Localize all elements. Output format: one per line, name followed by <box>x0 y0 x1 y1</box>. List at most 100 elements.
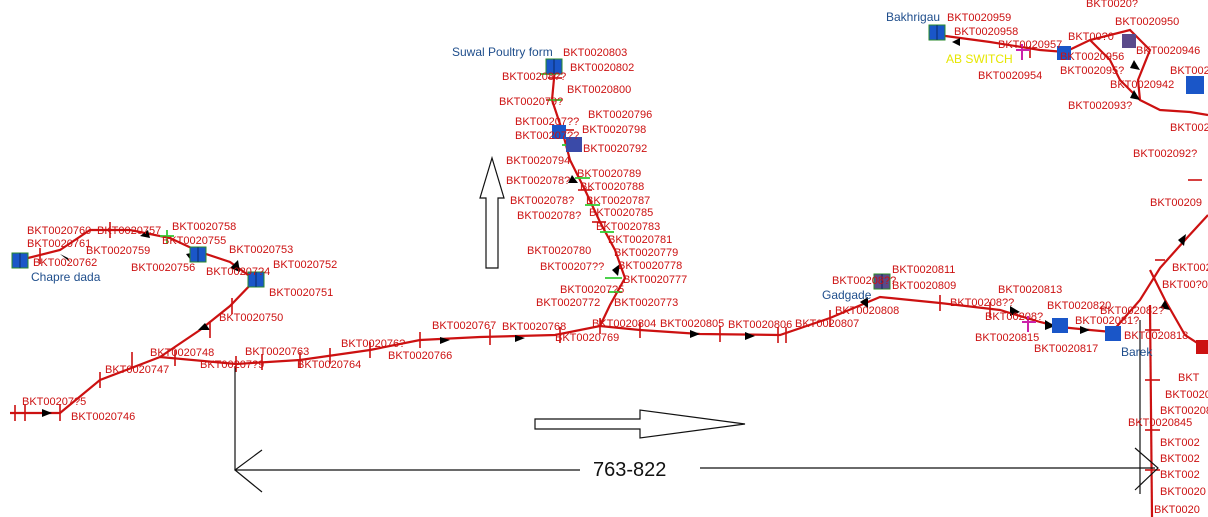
pole-label: BKT0020760 <box>27 225 91 237</box>
dimension-arrowhead-left <box>234 449 263 493</box>
pole-label: BKT0020794 <box>506 155 570 167</box>
pole-label: BKT0020798 <box>582 124 646 136</box>
pole-label: BKT00208?? <box>950 297 1014 309</box>
pole-label: BKT0020958 <box>954 26 1018 38</box>
flow-arrow <box>1178 234 1186 246</box>
pole-label: BKT00208?? <box>502 71 566 83</box>
up-arrow-outline <box>479 155 505 269</box>
right-arrow-outline <box>534 409 746 439</box>
pole-label: BKT0020 <box>1154 504 1200 516</box>
pole-label: BKT00?0 <box>1068 31 1114 43</box>
pole-label: BKT0020751 <box>269 287 333 299</box>
pole-label: BKT00207?4 <box>206 266 270 278</box>
right-edge-line-3 <box>1148 304 1154 517</box>
transformer-icon <box>11 252 29 269</box>
pole-label: BKT0020758 <box>172 221 236 233</box>
pole-label: BKT00208?? <box>832 275 896 287</box>
pole-label: BKT0020946 <box>1136 45 1200 57</box>
transformer-icon <box>1122 34 1136 48</box>
pole-label: BKT0020811 <box>892 264 955 276</box>
transformers <box>11 24 1208 354</box>
pole-label: BKT002 <box>1160 453 1200 465</box>
flow-arrow <box>230 260 240 272</box>
pole-label: BKT0020755 <box>162 235 226 247</box>
pole-label: BKT0020804 <box>592 318 656 330</box>
flow-arrow <box>42 409 52 417</box>
pole-label: BKT0020803 <box>563 47 627 59</box>
transformer-icon <box>552 125 582 152</box>
flow-arrow <box>515 335 525 342</box>
pole-label: BKT002095? <box>1060 65 1124 77</box>
pole-label: BKT0020? <box>1170 122 1208 134</box>
pole-label: BKT0020764 <box>297 359 361 371</box>
pole-label: BKT0020747 <box>105 364 169 376</box>
transformer-icon <box>247 271 265 288</box>
pole-label: BKT002 <box>1172 262 1208 274</box>
place-bakhrigau: Bakhrigau <box>886 10 940 24</box>
pole-label: BKT0020796 <box>588 109 652 121</box>
pole-label: BKT00208? <box>985 311 1043 323</box>
pole-label: BKT0020781 <box>608 234 672 246</box>
pole-label: BKT002082? <box>1100 305 1164 317</box>
pole-label: BKT002076? <box>341 338 405 350</box>
bakhrigau-line-2 <box>1089 39 1141 101</box>
pole-label: BKT0020787 <box>586 195 650 207</box>
pole-label: BKT0020820 <box>1047 300 1111 312</box>
place-barek: Barek <box>1121 345 1153 359</box>
transformer-icon <box>873 273 891 290</box>
flow-arrow <box>1080 326 1090 334</box>
pole-label: BKT0020805 <box>660 318 724 330</box>
pole-label: BKT0020 <box>1165 389 1208 401</box>
pole-label: BKT0020942 <box>1110 79 1174 91</box>
transformer-icon <box>1057 46 1071 60</box>
pole-label: BKT0020 <box>1160 486 1206 498</box>
transformer-icon <box>189 246 207 263</box>
pole-label: BKT0020? <box>1086 0 1138 10</box>
pole-label: BKT0020818 <box>1124 330 1188 342</box>
pole-label: BKT00?0821 <box>1162 279 1208 291</box>
transformer-icon <box>1052 318 1068 333</box>
pole-label: BKT002078? <box>517 210 581 222</box>
pole-label: BKT00207?? <box>515 130 579 142</box>
pole-label: BKT0020788 <box>580 181 644 193</box>
pole-label: BKT0020756 <box>131 262 195 274</box>
pole-label: BKT00208 <box>1160 405 1208 417</box>
place-gadgade: Gadgade <box>822 288 872 302</box>
pole-label: BKT0020762 <box>33 257 97 269</box>
pole-label: BKT0020809 <box>892 280 956 292</box>
transformer-icon <box>1105 326 1121 341</box>
pole-label: BKT0020957 <box>998 39 1062 51</box>
pole-label: BKT0020746 <box>71 411 135 423</box>
flow-arrow <box>60 254 70 262</box>
flow-arrow <box>568 175 578 183</box>
flow-arrow <box>745 332 755 340</box>
pole-label: BKT002093? <box>1068 100 1132 112</box>
pole-label: BKT002092? <box>1133 148 1197 160</box>
pole-label: BKT0020802 <box>570 62 634 74</box>
flow-arrow <box>952 38 960 46</box>
pole-label: BKT0020777 <box>623 274 687 286</box>
pole-label: BKT0020792 <box>583 143 647 155</box>
pole-label: BKT0020748 <box>150 347 214 359</box>
pole-ticks <box>14 46 1202 471</box>
pole-label: BKT002081? <box>1075 315 1139 327</box>
pole-label: BKT0020752 <box>273 259 337 271</box>
pole-label: BKT0020954 <box>978 70 1042 82</box>
pole-label: BKT0020789 <box>577 168 641 180</box>
pole-label: BKT0020766 <box>388 350 452 362</box>
pole-label: BKT0020757 <box>97 225 161 237</box>
flow-arrow <box>612 264 620 276</box>
pole-label: BKT <box>1178 372 1200 384</box>
pole-label: BKT0020761 <box>27 238 91 250</box>
pole-label: BKT002078? <box>506 175 570 187</box>
annotation-arrows <box>234 155 1159 494</box>
transformer-icon <box>928 24 946 41</box>
pole-label: BKT0020800 <box>567 84 631 96</box>
pole-label: BKT0020845 <box>1128 417 1192 429</box>
pole-label: BKT0020778 <box>618 260 682 272</box>
pole-label: BKT00207?9 <box>200 359 264 371</box>
transformer-icon <box>1186 76 1204 94</box>
pole-label: BKT0020750 <box>219 312 283 324</box>
pole-label: BKT002? <box>1170 65 1208 77</box>
